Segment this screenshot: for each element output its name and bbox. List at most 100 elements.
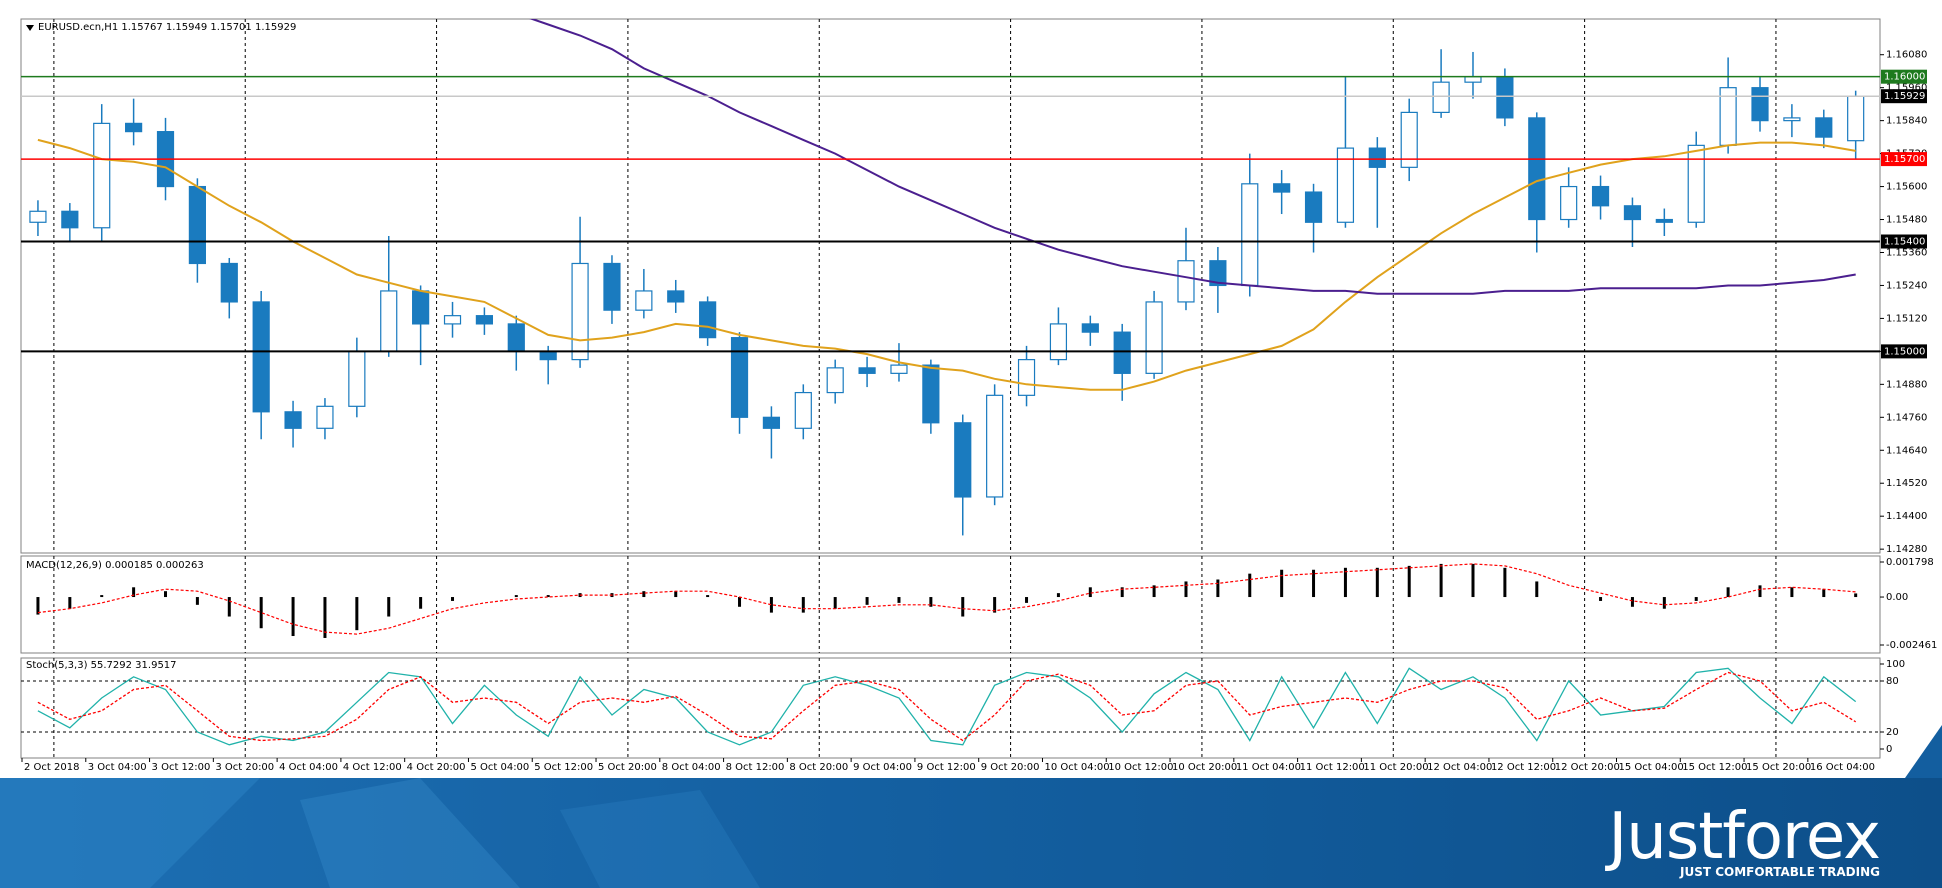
candle-body (125, 122, 143, 133)
macd-bar (355, 597, 359, 631)
banner-wedge (1905, 725, 1942, 778)
x-tick-label: 12 Oct 20:00 (1555, 762, 1620, 773)
macd-bar (1216, 579, 1220, 598)
macd-bar (833, 597, 837, 609)
candle-body (1847, 95, 1865, 142)
candle-body (348, 350, 366, 407)
x-tick-label: 4 Oct 12:00 (343, 762, 402, 773)
candle-body (730, 337, 749, 418)
macd-bar (36, 597, 40, 615)
y-tick-label: 1.15600 (1886, 182, 1927, 193)
y-tick-label: -0.002461 (1886, 640, 1937, 651)
candle-body (794, 391, 812, 429)
macd-title: MACD(12,26,9) 0.000185 0.000263 (26, 560, 204, 571)
x-tick-label: 3 Oct 12:00 (152, 762, 211, 773)
candle-body (316, 405, 334, 429)
macd-bar (961, 597, 965, 617)
banner-shape (560, 790, 760, 888)
macd-bar (738, 597, 742, 607)
candle-body (762, 416, 781, 429)
x-tick-label: 2 Oct 2018 (24, 762, 79, 773)
x-tick-label: 9 Oct 12:00 (917, 762, 976, 773)
macd-bar (1375, 567, 1379, 598)
macd-bar (1662, 597, 1666, 609)
level-label: 1.15700 (1884, 154, 1925, 165)
macd-bar (514, 595, 518, 598)
macd-bar (897, 597, 901, 603)
candle-body (1017, 359, 1036, 396)
macd-bar (1630, 597, 1634, 607)
macd-bar (1694, 597, 1698, 601)
x-tick-label: 10 Oct 04:00 (1044, 762, 1109, 773)
x-tick-label: 10 Oct 20:00 (1172, 762, 1237, 773)
macd-bar (769, 597, 773, 613)
candle-body (986, 394, 1004, 498)
macd-bar (865, 597, 869, 605)
y-tick-label: 0.001798 (1886, 557, 1934, 568)
candle-body (1400, 111, 1418, 168)
candle-body (1655, 218, 1673, 223)
x-tick-label: 3 Oct 20:00 (215, 762, 274, 773)
candle-body (1815, 117, 1833, 138)
y-tick-label: 1.16080 (1886, 50, 1927, 61)
macd-bar (1854, 593, 1858, 598)
macd-bar (1503, 567, 1507, 598)
y-tick-label: 1.15360 (1886, 247, 1927, 258)
x-tick-label: 15 Oct 20:00 (1746, 762, 1811, 773)
y-tick-label: 1.14400 (1886, 511, 1927, 522)
macd-bar (1343, 567, 1347, 598)
macd-bar (259, 597, 263, 629)
title-arrow (26, 25, 34, 31)
candle-body (412, 290, 430, 325)
x-tick-label: 9 Oct 20:00 (981, 762, 1040, 773)
candle-body (890, 364, 908, 374)
macd-bar (1088, 587, 1092, 598)
macd-bar (1439, 563, 1443, 598)
x-tick-label: 11 Oct 12:00 (1300, 762, 1365, 773)
level-box (1881, 344, 1927, 359)
candle-body (1145, 301, 1163, 374)
banner (0, 778, 1942, 888)
macd-bar (1280, 569, 1284, 598)
y-tick-label: 1.14760 (1886, 412, 1927, 423)
candle-body (1464, 76, 1482, 83)
macd-bar (451, 597, 455, 601)
candle-body (1113, 331, 1131, 374)
moving-average (529, 19, 1856, 295)
candle-body (1081, 323, 1099, 333)
x-tick-label: 11 Oct 04:00 (1236, 762, 1301, 773)
candle-body (1560, 185, 1578, 221)
candle-body (507, 323, 525, 352)
candle-body (252, 301, 270, 413)
macd-bar (1312, 569, 1316, 598)
x-tick-label: 4 Oct 04:00 (279, 762, 338, 773)
candle-body (1623, 205, 1642, 221)
y-tick-label: 1.14880 (1886, 379, 1927, 390)
level-box (1881, 152, 1927, 167)
main-pane (20, 18, 1881, 554)
y-tick-label: 0 (1886, 744, 1892, 755)
macd-bar (419, 597, 423, 609)
y-tick-label: 1.15840 (1886, 116, 1927, 127)
level-label: 1.15400 (1884, 237, 1925, 248)
macd-bar (100, 595, 104, 598)
x-tick-label: 10 Oct 12:00 (1108, 762, 1173, 773)
candle-body (603, 262, 621, 311)
macd-bar (801, 597, 805, 613)
candle-body (539, 350, 557, 361)
candle-body (699, 301, 717, 339)
banner-shape (300, 778, 520, 888)
macd-bar (1120, 587, 1124, 598)
candle-body (220, 262, 238, 303)
candle-body (29, 210, 47, 223)
candle-body (1336, 147, 1355, 223)
candle-body (1241, 183, 1259, 287)
candle-body (188, 185, 206, 265)
candle-body (635, 290, 653, 311)
pane-layer (21, 667, 1880, 746)
macd-bar (291, 597, 295, 637)
stoch-pane (20, 657, 1881, 759)
x-tick-label: 8 Oct 04:00 (662, 762, 721, 773)
